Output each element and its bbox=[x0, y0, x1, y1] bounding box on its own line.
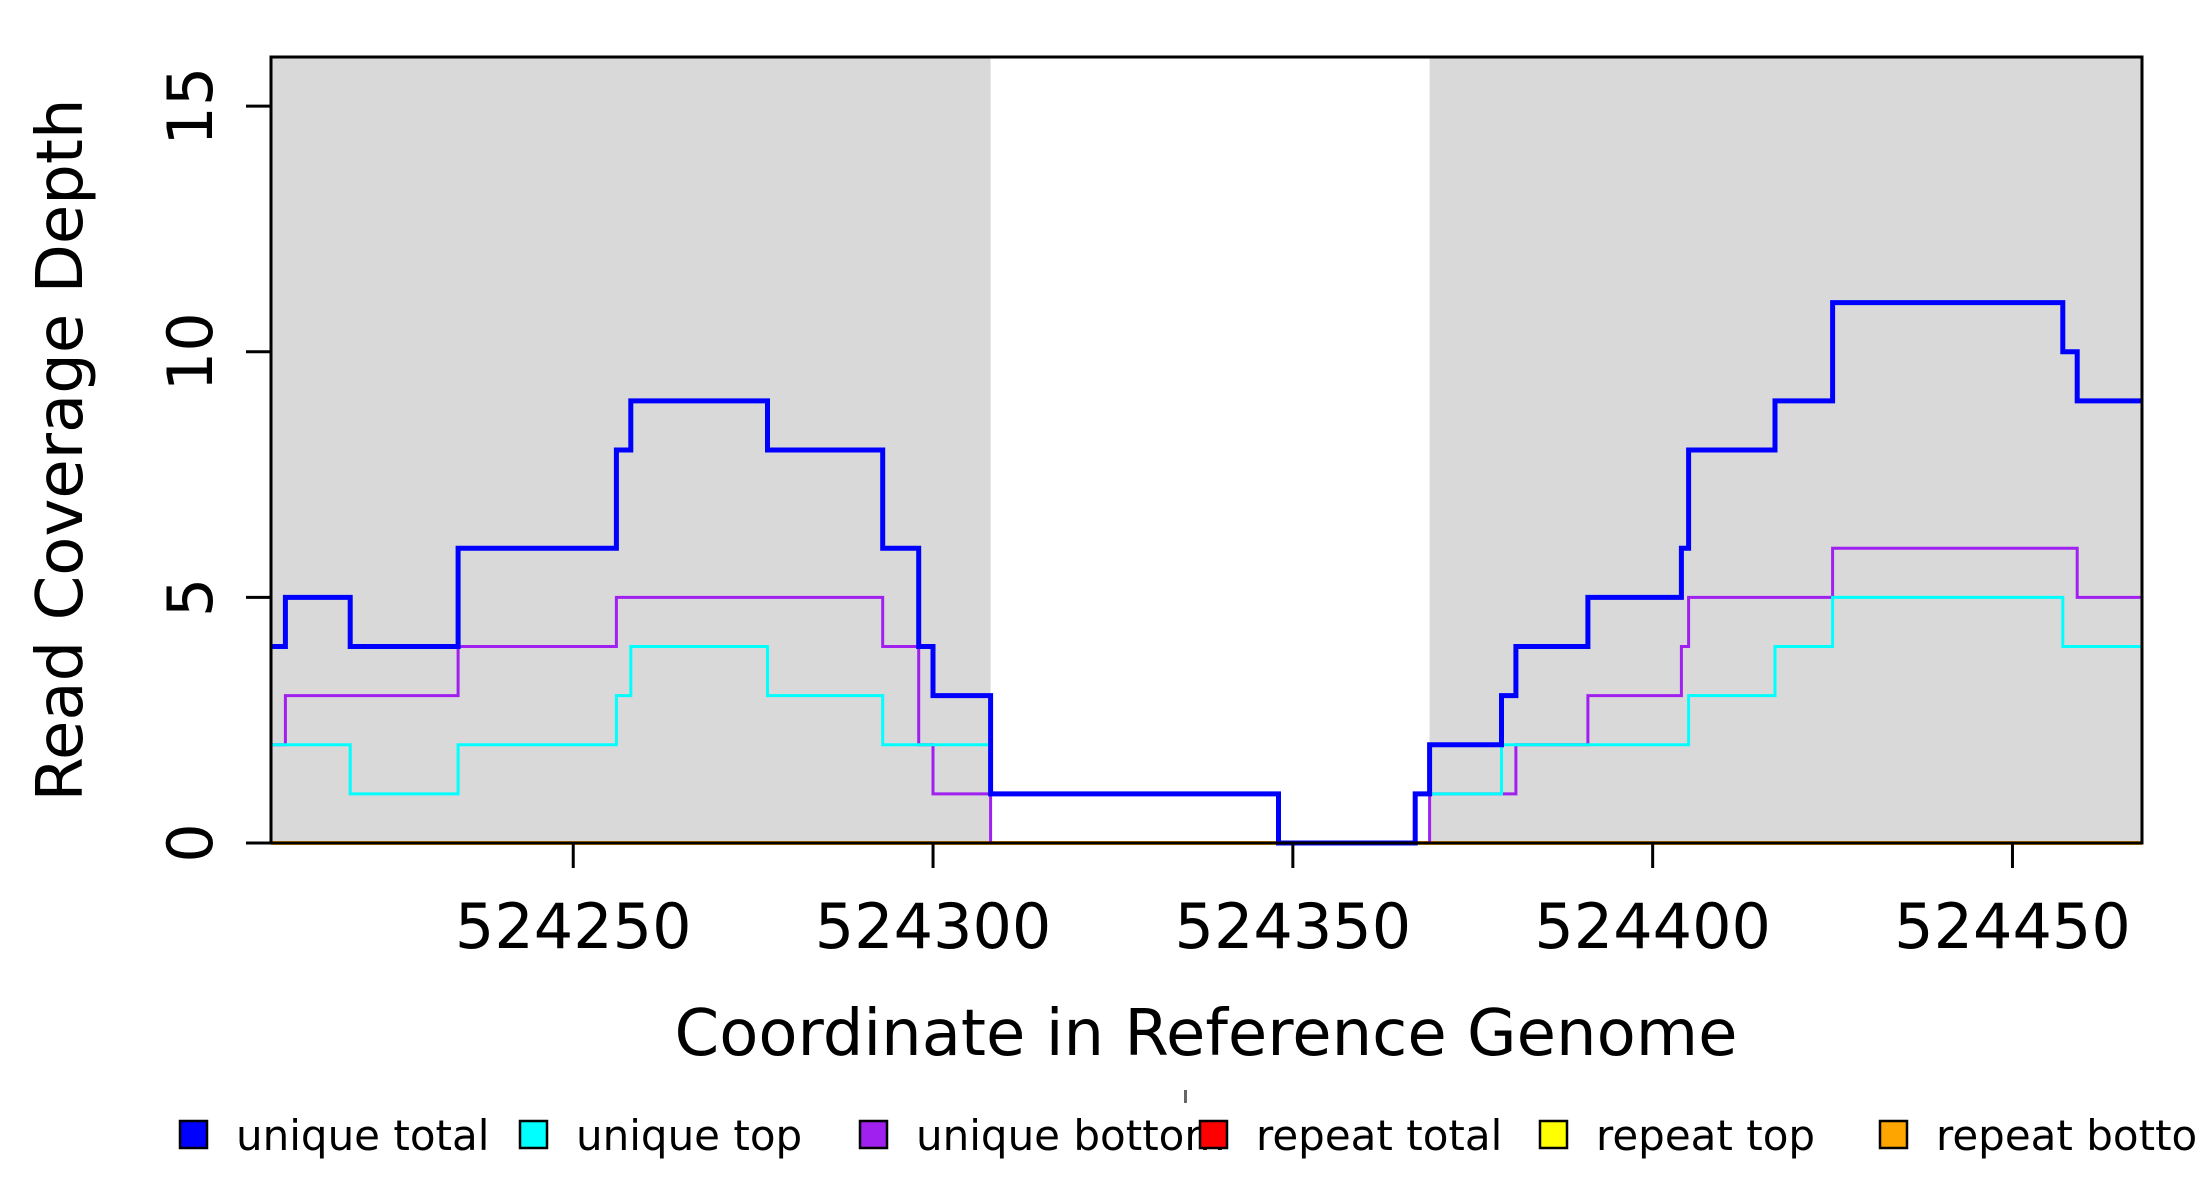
y-axis-title: Read Coverage Depth bbox=[24, 98, 98, 801]
x-axis-title: Coordinate in Reference Genome bbox=[675, 997, 1738, 1071]
legend-swatch-unique-bottom bbox=[858, 1119, 889, 1150]
legend-swatch-repeat-top bbox=[1538, 1119, 1569, 1150]
y-tick-label: 0 bbox=[154, 823, 227, 862]
legend-label: repeat total bbox=[1256, 1111, 1502, 1160]
y-tick-label: 5 bbox=[154, 578, 227, 617]
legend-label: repeat bottom bbox=[1936, 1111, 2200, 1160]
legend-label: repeat top bbox=[1596, 1111, 1815, 1160]
stray-mark bbox=[1184, 1090, 1187, 1103]
shaded-region bbox=[1429, 57, 2142, 843]
legend-label: unique total bbox=[236, 1111, 489, 1160]
plot-border bbox=[269, 55, 2144, 845]
x-tick-label: 524450 bbox=[1894, 890, 2131, 963]
legend-label: unique top bbox=[576, 1111, 802, 1160]
legend-swatch-unique-top bbox=[518, 1119, 549, 1150]
axes: 524250 524300 524350 524400 524450 0 5 10 15 bbox=[154, 67, 2131, 963]
x-tick-label: 524250 bbox=[455, 890, 692, 963]
y-tick-label: 15 bbox=[154, 67, 227, 146]
legend-label: unique bottom bbox=[916, 1111, 1225, 1160]
legend-swatch-repeat-total bbox=[1198, 1119, 1229, 1150]
shaded-regions bbox=[271, 57, 2142, 843]
x-tick-label: 524350 bbox=[1175, 890, 1412, 963]
x-tick-label: 524400 bbox=[1534, 890, 1771, 963]
legend-swatch-repeat-bottom bbox=[1878, 1119, 1909, 1150]
legend-swatch-unique-total bbox=[178, 1119, 209, 1150]
x-tick-label: 524300 bbox=[815, 890, 1052, 963]
legend: unique total unique top unique bottom repea… bbox=[178, 1111, 2200, 1160]
y-tick-label: 10 bbox=[154, 312, 227, 391]
